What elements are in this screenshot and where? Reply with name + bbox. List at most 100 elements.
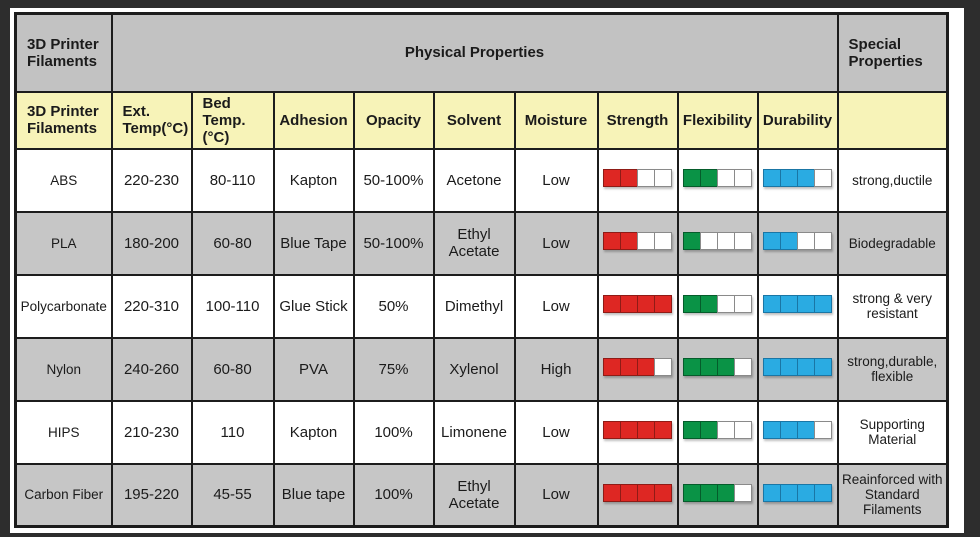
flexibility-rating-square bbox=[717, 483, 735, 502]
adhesion-cell: Glue Stick bbox=[272, 273, 355, 339]
table-row-hips: HIPS 210-230 110 Kapton 100% Limonene Lo… bbox=[14, 399, 949, 465]
ext-temp-cell: 240-260 bbox=[110, 336, 193, 402]
flexibility-rating-bar bbox=[683, 421, 752, 439]
group-header-row: 3D Printer Filaments Physical Properties… bbox=[14, 12, 949, 93]
flexibility-rating-square bbox=[734, 483, 752, 502]
col-header-filaments: 3D Printer Filaments bbox=[14, 90, 113, 150]
adhesion-cell: Blue tape bbox=[272, 462, 355, 528]
col-header-moisture: Moisture bbox=[513, 90, 599, 150]
durability-rating-square bbox=[814, 232, 833, 250]
special-properties-cell: Reainforced with Standard Filaments bbox=[836, 462, 949, 528]
durability-rating-square bbox=[814, 358, 833, 376]
solvent-cell: Dimethyl bbox=[432, 273, 516, 339]
durability-rating-square bbox=[797, 169, 816, 187]
durability-rating-square bbox=[780, 421, 799, 439]
strength-rating-cell bbox=[596, 147, 679, 213]
strength-rating-square bbox=[654, 421, 672, 439]
flexibility-rating-cell bbox=[676, 336, 759, 402]
col-header-bed-temp: Bed Temp.(°C) bbox=[190, 90, 275, 150]
special-properties-cell: Supporting Material bbox=[836, 399, 949, 465]
moisture-cell: Low bbox=[513, 399, 599, 465]
strength-rating-square bbox=[620, 232, 638, 250]
strength-rating-square bbox=[603, 169, 621, 187]
strength-rating-bar bbox=[603, 232, 672, 250]
flexibility-rating-square bbox=[700, 421, 718, 439]
ext-temp-cell: 220-310 bbox=[110, 273, 193, 339]
flexibility-rating-square bbox=[683, 483, 701, 502]
opacity-cell: 75% bbox=[352, 336, 435, 402]
durability-rating-square bbox=[797, 232, 816, 250]
flexibility-rating-square bbox=[717, 232, 735, 250]
flexibility-rating-bar bbox=[683, 232, 752, 250]
flexibility-rating-square bbox=[700, 358, 718, 376]
strength-rating-cell bbox=[596, 336, 679, 402]
adhesion-cell: Blue Tape bbox=[272, 210, 355, 276]
strength-rating-square bbox=[603, 483, 621, 502]
flexibility-rating-square bbox=[683, 295, 701, 313]
solvent-cell: Acetone bbox=[432, 147, 516, 213]
strength-rating-bar bbox=[603, 421, 672, 439]
special-properties-cell: strong & very resistant bbox=[836, 273, 949, 339]
special-properties-cell: Biodegradable bbox=[836, 210, 949, 276]
strength-rating-bar bbox=[603, 169, 672, 187]
flexibility-rating-square bbox=[717, 358, 735, 376]
table-row-nylon: Nylon 240-260 60-80 PVA 75% Xylenol High… bbox=[14, 336, 949, 402]
durability-rating-bar bbox=[763, 232, 833, 250]
strength-rating-bar bbox=[603, 483, 672, 502]
bed-temp-cell: 80-110 bbox=[190, 147, 275, 213]
ext-temp-cell: 220-230 bbox=[110, 147, 193, 213]
durability-rating-square bbox=[780, 358, 799, 376]
bed-temp-cell: 110 bbox=[190, 399, 275, 465]
strength-rating-square bbox=[637, 483, 655, 502]
flexibility-rating-square bbox=[700, 483, 718, 502]
col-header-ext-temp: Ext. Temp(°C) bbox=[110, 90, 193, 150]
opacity-cell: 50-100% bbox=[352, 147, 435, 213]
table-row-abs: ABS 220-230 80-110 Kapton 50-100% Aceton… bbox=[14, 147, 949, 213]
moisture-cell: Low bbox=[513, 147, 599, 213]
durability-rating-square bbox=[780, 232, 799, 250]
table-row-carbon-fiber: Carbon Fiber 195-220 45-55 Blue tape 100… bbox=[14, 462, 949, 528]
strength-rating-bar bbox=[603, 358, 672, 376]
flexibility-rating-square bbox=[700, 232, 718, 250]
strength-rating-square bbox=[654, 169, 672, 187]
flexibility-rating-cell bbox=[676, 273, 759, 339]
durability-rating-bar bbox=[763, 358, 833, 376]
col-header-solvent: Solvent bbox=[432, 90, 516, 150]
bed-temp-cell: 60-80 bbox=[190, 210, 275, 276]
moisture-cell: High bbox=[513, 336, 599, 402]
moisture-cell: Low bbox=[513, 273, 599, 339]
durability-rating-bar bbox=[763, 421, 833, 439]
durability-rating-square bbox=[780, 483, 799, 502]
solvent-cell: Ethyl Acetate bbox=[432, 462, 516, 528]
table-row-polycarbonate: Polycarbonate 220-310 100-110 Glue Stick… bbox=[14, 273, 949, 339]
durability-rating-bar bbox=[763, 295, 833, 313]
durability-rating-square bbox=[797, 483, 816, 502]
flexibility-rating-cell bbox=[676, 399, 759, 465]
durability-rating-square bbox=[763, 232, 782, 250]
group-header-physical-properties: Physical Properties bbox=[110, 12, 839, 93]
ext-temp-cell: 210-230 bbox=[110, 399, 193, 465]
adhesion-cell: Kapton bbox=[272, 399, 355, 465]
strength-rating-cell bbox=[596, 273, 679, 339]
strength-rating-square bbox=[603, 358, 621, 376]
strength-rating-square bbox=[620, 483, 638, 502]
strength-rating-square bbox=[654, 483, 672, 502]
opacity-cell: 100% bbox=[352, 399, 435, 465]
opacity-cell: 50% bbox=[352, 273, 435, 339]
col-header-durability: Durability bbox=[756, 90, 839, 150]
flexibility-rating-square bbox=[683, 358, 701, 376]
durability-rating-square bbox=[797, 421, 816, 439]
durability-rating-square bbox=[814, 169, 833, 187]
ext-temp-cell: 180-200 bbox=[110, 210, 193, 276]
moisture-cell: Low bbox=[513, 462, 599, 528]
group-header-special-properties: Special Properties bbox=[836, 12, 949, 93]
durability-rating-square bbox=[814, 421, 833, 439]
flexibility-rating-square bbox=[717, 421, 735, 439]
flexibility-rating-bar bbox=[683, 295, 752, 313]
durability-rating-square bbox=[797, 295, 816, 313]
column-header-row: 3D Printer Filaments Ext. Temp(°C) Bed T… bbox=[14, 90, 949, 150]
opacity-cell: 50-100% bbox=[352, 210, 435, 276]
durability-rating-cell bbox=[756, 273, 839, 339]
strength-rating-cell bbox=[596, 399, 679, 465]
flexibility-rating-cell bbox=[676, 147, 759, 213]
